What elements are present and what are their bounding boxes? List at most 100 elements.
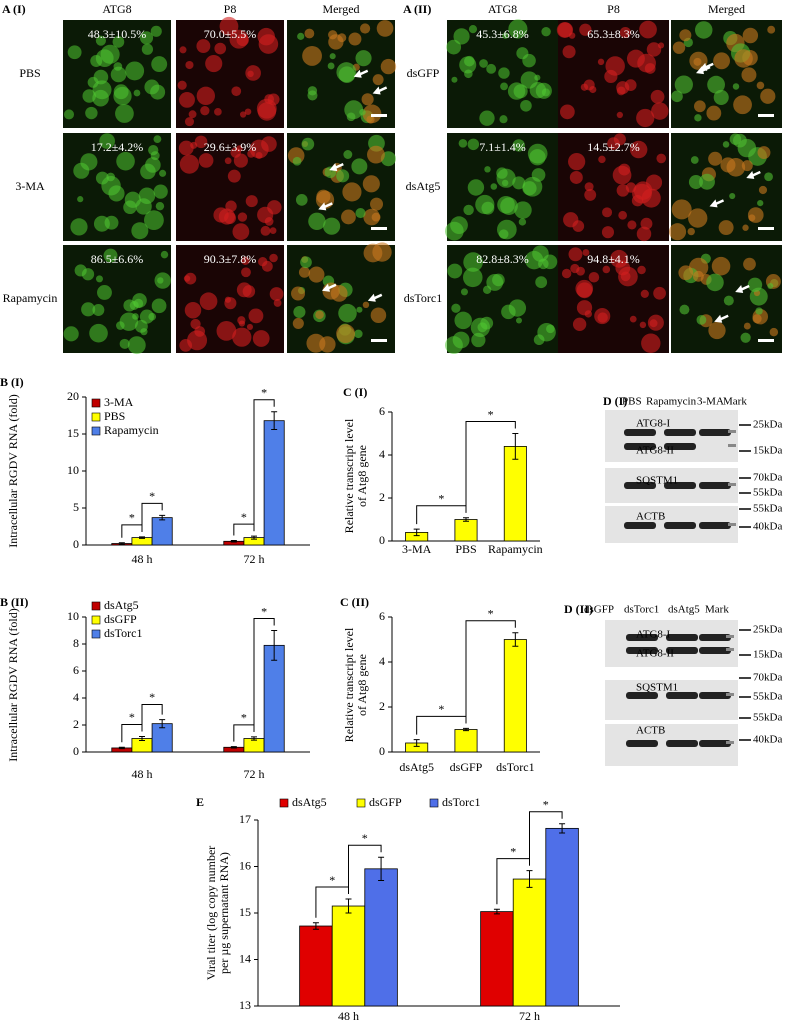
cell	[143, 210, 164, 231]
cell	[237, 212, 248, 222]
error-bar	[463, 727, 469, 732]
blot	[605, 620, 738, 667]
cell	[690, 156, 699, 164]
cell	[247, 149, 255, 158]
cell	[154, 272, 171, 289]
cell	[81, 268, 95, 281]
cell	[370, 307, 387, 324]
cell	[90, 55, 103, 67]
legend-swatch	[91, 601, 101, 611]
cell	[255, 151, 263, 159]
cell	[199, 292, 218, 311]
panel-label: C (II)	[340, 595, 369, 609]
cell	[336, 169, 350, 183]
cell	[568, 153, 586, 171]
bar	[503, 639, 527, 753]
band	[699, 740, 731, 747]
significance-bracket	[465, 620, 516, 724]
error-bar	[230, 540, 237, 543]
cell	[132, 313, 139, 320]
cell	[450, 216, 468, 235]
cell	[453, 28, 470, 45]
error-bar	[559, 823, 566, 834]
cell	[230, 147, 241, 158]
cell	[351, 158, 368, 175]
cell	[135, 198, 152, 215]
cell	[653, 286, 666, 300]
cell	[297, 32, 305, 40]
cell	[743, 322, 751, 330]
marker-band	[728, 430, 736, 433]
error-bar	[251, 535, 257, 540]
marker-band	[728, 523, 736, 526]
cell	[484, 166, 491, 173]
cell	[512, 139, 525, 152]
y-tick-label: 0	[73, 744, 79, 758]
cell	[260, 225, 271, 236]
cell	[77, 196, 84, 203]
y-tick-label: 15	[239, 905, 251, 919]
cell	[343, 150, 353, 159]
lane-label: Mark	[723, 396, 747, 408]
band	[626, 692, 658, 699]
percentage: 65.3±8.3%	[587, 27, 640, 41]
cell	[306, 333, 326, 353]
bar	[299, 925, 333, 1007]
cell	[747, 277, 763, 292]
cell	[542, 254, 558, 270]
cell	[490, 183, 498, 190]
band	[626, 740, 658, 747]
band-label: ATG8-II	[636, 648, 674, 660]
band	[699, 429, 731, 436]
significance-label: *	[129, 511, 135, 525]
cell	[205, 55, 223, 73]
significance-label: *	[241, 510, 247, 524]
cell	[273, 299, 282, 307]
bar	[454, 729, 478, 753]
x-tick-label: 72 h	[244, 767, 265, 781]
cell	[258, 34, 279, 54]
cell	[688, 208, 708, 228]
significance-label: *	[241, 711, 247, 725]
legend-swatch	[91, 398, 101, 408]
band	[699, 522, 731, 529]
cell	[298, 266, 311, 278]
cell	[757, 199, 764, 207]
y-tick-label: 17	[239, 812, 251, 826]
cell	[671, 199, 692, 220]
band	[626, 647, 658, 654]
cell	[150, 151, 160, 161]
cell	[269, 253, 278, 263]
column-header: Merged	[708, 2, 745, 16]
cell	[463, 204, 474, 216]
cell	[568, 247, 583, 262]
y-tick-label: 0	[379, 533, 385, 547]
panel-label: A (II)	[403, 2, 431, 16]
significance-bracket	[141, 502, 163, 532]
cell	[70, 218, 88, 236]
cell	[769, 327, 779, 337]
cell	[177, 80, 187, 90]
cell	[269, 227, 277, 235]
cell	[179, 46, 187, 54]
band	[699, 482, 731, 489]
cell	[734, 49, 753, 68]
cell	[463, 267, 483, 288]
error-bar	[312, 922, 319, 930]
cell	[445, 336, 463, 355]
cell	[267, 93, 280, 106]
y-axis-label: per µg supernatant RNA)	[217, 852, 231, 974]
cell	[95, 35, 106, 46]
cell	[355, 207, 366, 219]
x-tick-label: 72 h	[519, 1009, 540, 1023]
cell	[637, 265, 646, 275]
arrow-head	[746, 171, 755, 180]
bar	[503, 445, 527, 542]
cell	[636, 108, 655, 128]
marker-label: 25kDa	[753, 419, 782, 431]
cell	[632, 183, 652, 204]
cell	[119, 338, 130, 349]
cell	[512, 176, 526, 190]
cell	[241, 256, 250, 266]
marker-band	[726, 693, 734, 696]
